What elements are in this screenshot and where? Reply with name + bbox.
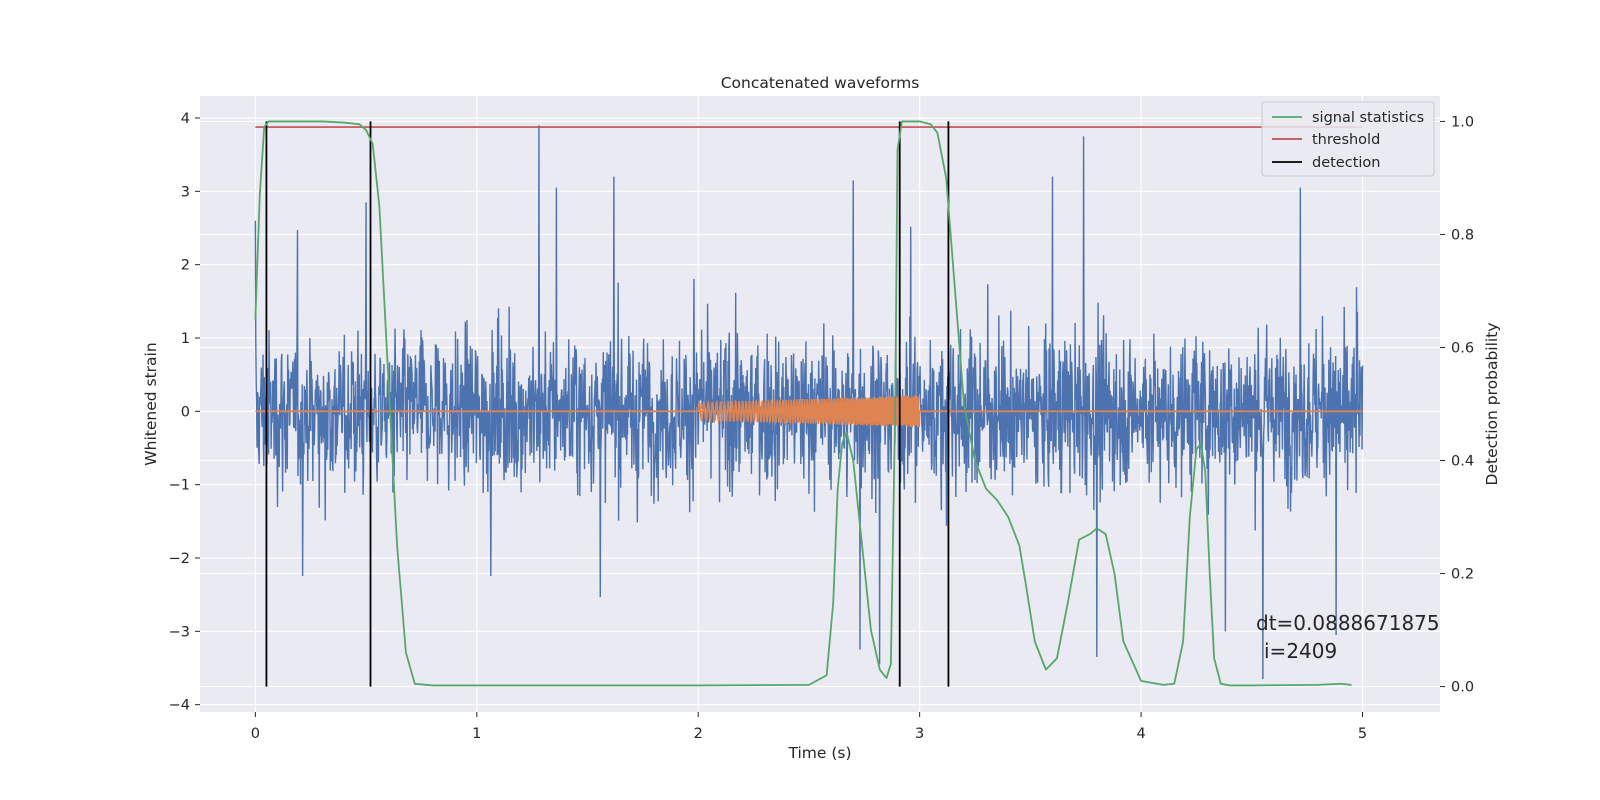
signal-statistics-series bbox=[254, 120, 1352, 687]
chart-title: Concatenated waveforms bbox=[721, 74, 920, 92]
y2-tick-label: 0.6 bbox=[1451, 340, 1474, 356]
grid bbox=[200, 96, 1440, 712]
y2-tick-label: 0.0 bbox=[1451, 680, 1474, 696]
injection-chirp bbox=[697, 395, 921, 428]
x-axis: 0 1 2 3 4 5 bbox=[251, 712, 1367, 742]
y-tick-label: 1 bbox=[181, 331, 190, 347]
y-tick-label: 3 bbox=[181, 184, 190, 200]
x-tick-label: 1 bbox=[472, 726, 481, 742]
legend-box bbox=[1261, 101, 1435, 177]
y-tick-label: −4 bbox=[169, 698, 190, 714]
y2-axis-label: Detection probability bbox=[1483, 323, 1501, 486]
annotation-i: i=2409 bbox=[1264, 639, 1337, 663]
y2-tick-label: 0.2 bbox=[1451, 567, 1474, 583]
annotation-dt: dt=0.0888671875 bbox=[1256, 611, 1440, 635]
y-tick-label: −1 bbox=[169, 478, 190, 494]
signal-statistics-line bbox=[254, 120, 1352, 687]
y-axis-left: −4 −3 −2 −1 0 1 2 3 4 bbox=[169, 111, 200, 714]
x-tick-label: 0 bbox=[251, 726, 260, 742]
y-tick-label: 2 bbox=[181, 258, 190, 274]
x-tick-label: 4 bbox=[1136, 726, 1145, 742]
strain-line bbox=[254, 125, 1364, 680]
legend-label-detection: detection bbox=[1312, 155, 1380, 171]
y-axis-label: Whitened strain bbox=[142, 342, 160, 465]
y2-tick-label: 0.4 bbox=[1451, 454, 1474, 470]
y-tick-label: −3 bbox=[169, 624, 190, 640]
legend-label-signal-statistics: signal statistics bbox=[1312, 110, 1424, 126]
legend-label-threshold: threshold bbox=[1312, 132, 1380, 148]
x-tick-label: 2 bbox=[694, 726, 703, 742]
x-tick-label: 5 bbox=[1358, 726, 1367, 742]
y2-tick-label: 1.0 bbox=[1451, 114, 1474, 130]
y-tick-label: 0 bbox=[181, 404, 190, 420]
y-tick-label: 4 bbox=[181, 111, 190, 127]
x-tick-label: 3 bbox=[915, 726, 924, 742]
legend: signal statistics threshold detection bbox=[1261, 101, 1435, 177]
x-axis-label: Time (s) bbox=[787, 744, 851, 762]
y-tick-label: −2 bbox=[169, 551, 190, 567]
strain-series bbox=[254, 125, 1364, 680]
y-axis-right: 0.0 0.2 0.4 0.6 0.8 1.0 bbox=[1440, 114, 1474, 696]
injection-series bbox=[255, 395, 1363, 428]
y2-tick-label: 0.8 bbox=[1451, 227, 1474, 243]
